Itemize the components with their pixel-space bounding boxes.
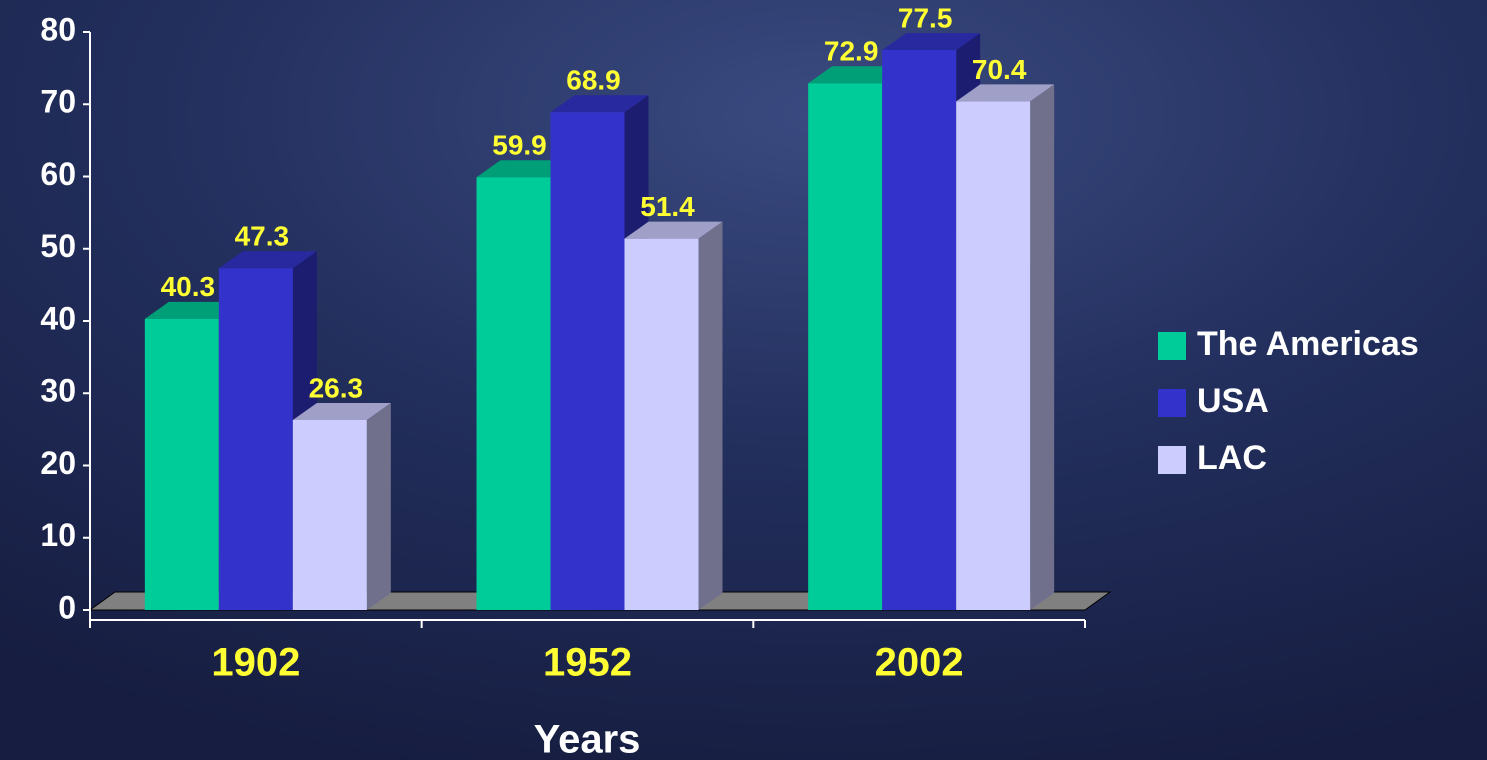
x-axis-label: Years [534,718,641,760]
bar-top [292,402,391,420]
y-tick-label: 10 [40,517,76,553]
x-tick-label: 1952 [543,641,632,685]
data-label: 68.9 [566,65,621,96]
bar-top [476,160,575,178]
bar [550,112,625,610]
y-tick-label: 0 [58,589,76,625]
data-label: 40.3 [161,271,216,302]
bar-top [144,301,243,319]
bar [624,238,699,610]
bar-top [808,66,907,84]
legend-swatch [1158,446,1186,474]
bar-side [366,402,391,610]
bar-top [882,33,981,51]
bar-top [550,95,649,113]
x-tick-label: 1902 [211,641,300,685]
bar-side [1030,84,1055,611]
x-tick-label: 2002 [875,641,964,685]
legend-label: USA [1197,382,1269,420]
bar-top [624,221,723,239]
y-tick-label: 80 [40,11,76,47]
legend-label: The Americas [1197,325,1419,363]
bar [292,419,367,610]
data-label: 51.4 [640,191,695,222]
data-label: 70.4 [972,54,1027,85]
y-tick-label: 20 [40,445,76,481]
data-label: 59.9 [492,130,547,161]
bar-top [218,251,317,269]
bar-top [956,84,1055,102]
legend-swatch [1158,332,1186,360]
bar [808,83,883,611]
legend-swatch [1158,389,1186,417]
y-tick-label: 60 [40,156,76,192]
y-tick-label: 30 [40,373,76,409]
bar [218,268,293,610]
bar [956,101,1031,611]
y-tick-label: 50 [40,228,76,264]
legend-label: LAC [1197,439,1267,477]
bar-side [698,221,723,610]
bar [144,318,219,610]
data-label: 72.9 [824,36,879,67]
bar [476,177,551,610]
y-tick-label: 40 [40,300,76,336]
data-label: 47.3 [235,221,290,252]
data-label: 77.5 [898,2,953,33]
y-tick-label: 70 [40,84,76,120]
bar [882,50,957,610]
data-label: 26.3 [309,372,364,403]
